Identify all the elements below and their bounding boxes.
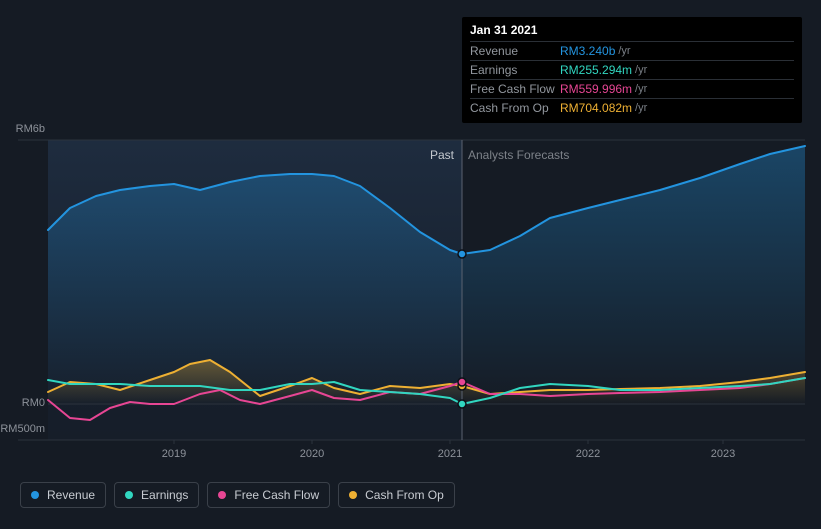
legend-item-revenue[interactable]: Revenue <box>20 482 106 508</box>
chart-legend: Revenue Earnings Free Cash Flow Cash From O… <box>20 482 455 508</box>
legend-item-label: Earnings <box>141 488 188 502</box>
y-axis-tick: RM6b <box>0 123 45 135</box>
x-axis-tick: 2019 <box>162 448 186 460</box>
legend-item-label: Free Cash Flow <box>234 488 319 502</box>
legend-dot-icon <box>125 491 133 499</box>
tooltip-row-label: Earnings <box>470 63 560 77</box>
tooltip-row-unit: /yr <box>618 45 630 57</box>
tooltip-row: RevenueRM3.240b/yr <box>470 41 794 60</box>
y-axis-tick: RM0 <box>0 397 45 409</box>
tooltip-row: Free Cash FlowRM559.996m/yr <box>470 79 794 98</box>
legend-item-label: Cash From Op <box>365 488 444 502</box>
tooltip-row-unit: /yr <box>635 83 647 95</box>
x-axis-tick: 2022 <box>576 448 600 460</box>
tooltip-row-label: Cash From Op <box>470 101 560 115</box>
tooltip-row-value: RM559.996m <box>560 82 632 96</box>
legend-item-earnings[interactable]: Earnings <box>114 482 199 508</box>
tooltip-row-unit: /yr <box>635 102 647 114</box>
x-axis-tick: 2021 <box>438 448 462 460</box>
tooltip-row-value: RM255.294m <box>560 63 632 77</box>
tooltip-row-unit: /yr <box>635 64 647 76</box>
legend-item-cash_from_op[interactable]: Cash From Op <box>338 482 455 508</box>
legend-dot-icon <box>218 491 226 499</box>
section-label-forecast: Analysts Forecasts <box>468 148 569 162</box>
section-label-past: Past <box>430 148 454 162</box>
x-axis-tick: 2023 <box>711 448 735 460</box>
tooltip-row-value: RM3.240b <box>560 44 615 58</box>
y-axis-tick: -RM500m <box>0 423 45 435</box>
tooltip-row: EarningsRM255.294m/yr <box>470 60 794 79</box>
legend-dot-icon <box>31 491 39 499</box>
tooltip-row: Cash From OpRM704.082m/yr <box>470 98 794 117</box>
tooltip-row-value: RM704.082m <box>560 101 632 115</box>
legend-item-label: Revenue <box>47 488 95 502</box>
legend-item-free_cash_flow[interactable]: Free Cash Flow <box>207 482 330 508</box>
tooltip-row-label: Revenue <box>470 44 560 58</box>
legend-dot-icon <box>349 491 357 499</box>
x-axis-tick: 2020 <box>300 448 324 460</box>
tooltip-row-label: Free Cash Flow <box>470 82 560 96</box>
data-tooltip: Jan 31 2021 RevenueRM3.240b/yrEarningsRM… <box>462 17 802 123</box>
tooltip-title: Jan 31 2021 <box>470 23 794 41</box>
